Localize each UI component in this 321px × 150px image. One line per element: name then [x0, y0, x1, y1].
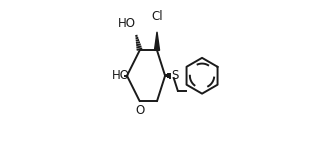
Text: HO: HO — [117, 17, 135, 30]
Text: Cl: Cl — [151, 10, 163, 23]
Text: S: S — [171, 69, 179, 82]
Text: HO: HO — [111, 69, 129, 82]
Text: O: O — [135, 104, 144, 117]
Polygon shape — [154, 32, 160, 50]
